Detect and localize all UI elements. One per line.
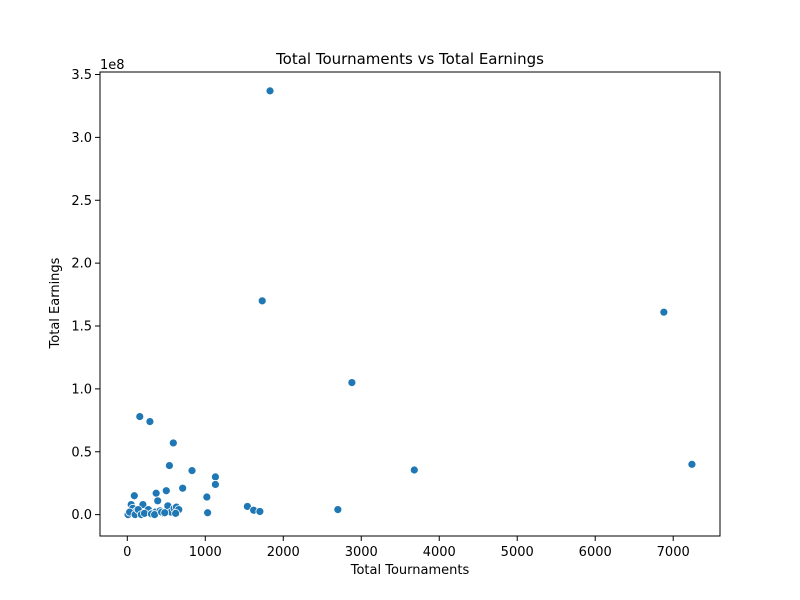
- data-point: [178, 483, 188, 493]
- data-point: [333, 505, 343, 514]
- data-point: [171, 508, 181, 518]
- chart-title: Total Tournaments vs Total Earnings: [275, 50, 544, 68]
- data-point: [257, 296, 267, 306]
- y-tick-label: 1.0: [71, 382, 92, 397]
- data-point: [168, 438, 178, 448]
- x-tick-label: 0: [123, 545, 131, 560]
- x-tick-label: 5000: [501, 545, 534, 560]
- x-axis-title: Total Tournaments: [350, 563, 470, 578]
- x-tick-label: 1000: [189, 545, 222, 560]
- y-tick-label: 2.0: [71, 257, 92, 272]
- y-tick-label: 1.5: [71, 320, 92, 335]
- y-tick-label: 0.5: [71, 445, 92, 460]
- data-point: [202, 492, 212, 502]
- data-point: [161, 486, 171, 496]
- plot-area: 0 1000 2000 3000 4000 5000 6000 7000 0.0 0.5 1.0 1.…: [71, 68, 721, 560]
- data-point: [160, 508, 170, 518]
- plot-frame: [99, 71, 721, 537]
- x-tick-label: 4000: [423, 545, 456, 560]
- data-point: [129, 491, 139, 501]
- data-point: [265, 86, 275, 96]
- y-tick-label: 3.0: [71, 131, 92, 146]
- data-point: [135, 412, 145, 421]
- data-point: [255, 507, 265, 516]
- y-tick-label: 0.0: [71, 508, 92, 523]
- y-offset-label: 1e8: [100, 58, 125, 73]
- x-tick-label: 3000: [345, 545, 378, 560]
- data-point: [153, 496, 163, 506]
- data-point: [151, 488, 161, 498]
- data-point: [687, 459, 697, 469]
- data-point: [203, 508, 213, 518]
- data-point: [659, 307, 669, 317]
- data-point: [211, 472, 220, 482]
- data-point: [187, 466, 197, 476]
- x-tick-label: 7000: [657, 545, 690, 560]
- y-tick-label: 3.5: [71, 68, 92, 83]
- data-point: [211, 480, 220, 489]
- y-axis-title: Total Earnings: [48, 257, 63, 349]
- y-tick-label: 2.5: [71, 194, 92, 209]
- data-point: [347, 378, 357, 387]
- x-tick-label: 6000: [579, 545, 612, 560]
- data-point: [409, 465, 419, 475]
- data-point: [165, 461, 174, 470]
- x-tick-label: 2000: [267, 545, 300, 560]
- data-point: [145, 417, 155, 426]
